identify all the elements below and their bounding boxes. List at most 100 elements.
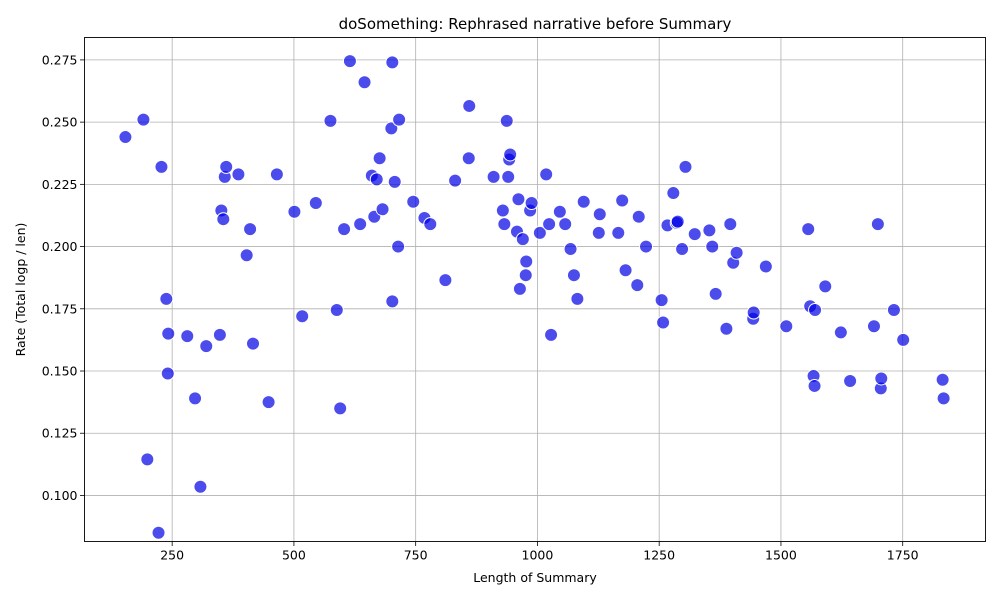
data-point [323, 113, 338, 128]
data-point [423, 217, 438, 232]
data-point [369, 172, 384, 187]
data-point [935, 372, 950, 387]
y-tick-label: 0.225 [42, 177, 78, 192]
data-point [524, 196, 539, 211]
y-tick-label: 0.125 [42, 426, 78, 441]
y-axis: 0.100 0.125 0.150 0.175 0.200 0.225 0.250 0.275 [42, 52, 85, 503]
x-tick-label: 1000 [522, 548, 554, 563]
x-axis: 250 500 750 1000 1250 1500 1750 [160, 541, 919, 563]
data-point [630, 278, 645, 293]
data-point [231, 167, 246, 182]
data-point [519, 254, 534, 269]
data-point [353, 217, 368, 232]
data-point [874, 371, 889, 386]
data-point [591, 225, 606, 240]
data-point [708, 286, 723, 301]
data-point [615, 193, 630, 208]
data-point [896, 332, 911, 347]
data-point [779, 319, 794, 334]
data-point [656, 315, 671, 330]
data-point [511, 192, 526, 207]
data-point [385, 294, 400, 309]
data-point [515, 232, 530, 247]
data-point [833, 325, 848, 340]
data-point [261, 395, 276, 410]
data-point [503, 147, 518, 162]
data-point [631, 209, 646, 224]
data-point [705, 239, 720, 254]
data-point [461, 151, 476, 166]
data-point [539, 167, 554, 182]
data-point [462, 98, 477, 113]
data-point [239, 248, 254, 263]
data-point [801, 222, 816, 237]
data-point [746, 305, 761, 320]
data-point [243, 222, 258, 237]
data-point [406, 194, 421, 209]
data-point [385, 55, 400, 70]
data-point [246, 336, 261, 351]
data-point [512, 281, 527, 296]
data-point [532, 225, 547, 240]
y-tick-label: 0.175 [42, 301, 78, 316]
data-point [118, 130, 133, 145]
grid [84, 37, 986, 542]
data-point [287, 204, 302, 219]
data-point [936, 391, 951, 406]
data-point [357, 75, 372, 90]
data-point [387, 174, 402, 189]
data-point [618, 263, 633, 278]
data-point [843, 373, 858, 388]
data-point [592, 207, 607, 222]
y-tick-label: 0.275 [42, 52, 78, 67]
plot-frame [84, 37, 986, 542]
data-point [337, 222, 352, 237]
y-tick-label: 0.150 [42, 364, 78, 379]
data-point [159, 291, 174, 306]
data-point [866, 319, 881, 334]
data-point [501, 169, 516, 184]
data-point [807, 378, 822, 393]
y-tick-label: 0.200 [42, 239, 78, 254]
data-point [199, 339, 214, 354]
data-point [180, 329, 195, 344]
chart-title: doSomething: Rephrased narrative before … [339, 15, 732, 33]
data-point [392, 112, 407, 127]
data-point [497, 217, 512, 232]
x-tick-label: 1500 [765, 548, 797, 563]
data-point [391, 239, 406, 254]
data-points [118, 54, 951, 540]
data-point [723, 217, 738, 232]
data-point [552, 204, 567, 219]
data-point [687, 227, 702, 242]
data-point [570, 291, 585, 306]
data-point [499, 113, 514, 128]
data-point [219, 159, 234, 174]
x-tick-label: 1250 [643, 548, 675, 563]
y-tick-label: 0.100 [42, 488, 78, 503]
data-point [160, 366, 175, 381]
data-point [212, 327, 227, 342]
data-point [188, 391, 203, 406]
data-point [702, 223, 717, 238]
x-tick-label: 500 [282, 548, 306, 563]
data-point [886, 303, 901, 318]
data-point [870, 217, 885, 232]
data-point [678, 159, 693, 174]
data-point [308, 196, 323, 211]
data-point [384, 121, 399, 136]
y-tick-label: 0.250 [42, 115, 78, 130]
data-point [639, 239, 654, 254]
data-point [729, 245, 744, 260]
data-point [372, 151, 387, 166]
data-point [576, 194, 591, 209]
data-point [558, 217, 573, 232]
data-point [719, 321, 734, 336]
data-point [438, 273, 453, 288]
data-point [808, 303, 823, 318]
x-axis-title: Length of Summary [473, 570, 597, 585]
data-point [269, 167, 284, 182]
data-point [448, 173, 463, 188]
data-point [375, 202, 390, 217]
data-point [136, 112, 151, 127]
